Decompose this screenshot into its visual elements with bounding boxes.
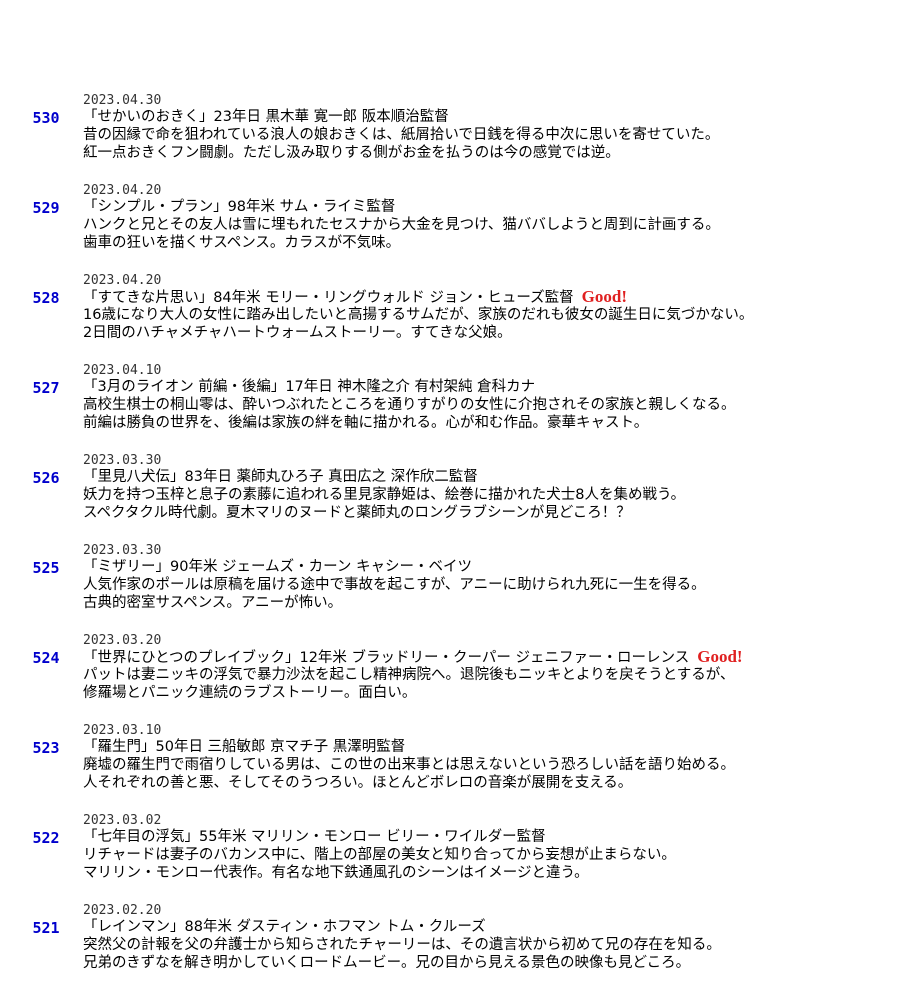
entry-title: 「ミザリー」90年米 ジェームズ・カーン キャシー・ベイツ <box>83 559 473 575</box>
entry-description: リチャードは妻子のバカンス中に、階上の部屋の美女と知り合ってから妄想が止まらない… <box>83 847 676 863</box>
entry-title: 「羅生門」50年日 三船敏郎 京マチ子 黒澤明監督 <box>83 739 406 755</box>
entry-description: 前編は勝負の世界を、後編は家族の絆を軸に描かれる。心が和む作品。豪華キャスト。 <box>83 415 649 431</box>
entry-description: ハンクと兄とその友人は雪に埋もれたセスナから大金を見つけ、猫ババしようと周到に計… <box>83 217 720 233</box>
entry-description: スペクタクル時代劇。夏木マリのヌードと薬師丸のロングラブシーンが見どころ！？ <box>83 505 631 521</box>
good-badge: Good! <box>697 647 743 666</box>
entry-date: 2023.04.20 <box>83 183 162 198</box>
entry-number: 529 <box>32 199 60 217</box>
entry-number: 526 <box>32 469 60 487</box>
entry-title-line: 「レインマン」88年米 ダスティン・ホフマン トム・クルーズ <box>83 918 486 936</box>
entry: 523 2023.03.10 「羅生門」50年日 三船敏郎 京マチ子 黒澤明監督廃墟… <box>0 722 900 812</box>
entry-title: 「せかいのおきく」23年日 黒木華 寛一郎 阪本順治監督 <box>83 109 449 125</box>
entry-title: 「七年目の浮気」55年米 マリリン・モンロー ビリー・ワイルダー監督 <box>83 829 546 845</box>
entry-date: 2023.03.30 <box>83 453 162 468</box>
entry-description: 高校生棋士の桐山零は、酔いつぶれたところを通りすがりの女性に介抱されその家族と親… <box>83 397 736 413</box>
entry-date: 2023.04.10 <box>83 363 162 378</box>
entry-description: 妖力を持つ玉梓と息子の素藤に追われる里見家静姫は、絵巻に描かれた犬士8人を集め戦… <box>83 487 686 503</box>
entry-number: 524 <box>32 649 60 667</box>
entry-number: 523 <box>32 739 60 757</box>
entry-description: 2日間のハチャメチャハートウォームストーリー。すてきな父娘。 <box>83 325 512 341</box>
entry-title-line: 「せかいのおきく」23年日 黒木華 寛一郎 阪本順治監督 <box>83 108 449 126</box>
entry-title-line: 「ミザリー」90年米 ジェームズ・カーン キャシー・ベイツ <box>83 558 472 576</box>
entry-description: 古典的密室サスペンス。アニーが怖い。 <box>83 595 343 611</box>
entry-date: 2023.03.10 <box>83 723 162 738</box>
entry-title-line: 「シンプル・プラン」98年米 サム・ライミ監督 <box>83 198 395 216</box>
entry-description: 廃墟の羅生門で雨宿りしている男は、この世の出来事とは思えないという恐ろしい話を語… <box>83 757 736 773</box>
entry-title: 「世界にひとつのプレイブック」12年米 ブラッドリー・クーパー ジェニファー・ロ… <box>83 650 690 666</box>
entry-date: 2023.04.20 <box>83 273 162 288</box>
entry-description: 昔の因縁で命を狙われている浪人の娘おきくは、紙屑拾いで日銭を得る中次に思いを寄せ… <box>83 127 720 143</box>
entry-date: 2023.02.20 <box>83 903 162 918</box>
entry-description: 16歳になり大人の女性に踏み出したいと高揚するサムだが、家族のだれも彼女の誕生日… <box>83 307 754 323</box>
entry-title: 「里見八犬伝」83年日 薬師丸ひろ子 真田広之 深作欣二監督 <box>83 469 478 485</box>
entry-description: 兄弟のきずなを解き明かしていくロードムービー。兄の目から見える景色の映像も見どこ… <box>83 955 691 971</box>
entry-description: パットは妻ニッキの浮気で暴力沙汰を起こし精神病院へ。退院後もニッキとよりを戻そう… <box>83 667 735 683</box>
entry-title-line: 「すてきな片思い」84年米 モリー・リングウォルド ジョン・ヒューズ監督 Good… <box>83 288 627 307</box>
entry-description: 修羅場とパニック連続のラブストーリー。面白い。 <box>83 685 417 701</box>
entry-date: 2023.03.30 <box>83 543 162 558</box>
entry-date: 2023.03.02 <box>83 813 162 828</box>
entry-title-line: 「里見八犬伝」83年日 薬師丸ひろ子 真田広之 深作欣二監督 <box>83 468 478 486</box>
entry-description: マリリン・モンロー代表作。有名な地下鉄通風孔のシーンはイメージと違う。 <box>83 865 589 881</box>
entry-description: 紅一点おきくフン闘劇。ただし汲み取りする側がお金を払うのは今の感覚では逆。 <box>83 145 620 161</box>
entry-title-line: 「3月のライオン 前編・後編」17年日 神木隆之介 有村架純 倉科カナ <box>83 378 535 396</box>
entry-title: 「レインマン」88年米 ダスティン・ホフマン トム・クルーズ <box>83 919 486 935</box>
entry: 521 2023.02.20 「レインマン」88年米 ダスティン・ホフマン トム・ク… <box>0 902 900 992</box>
entry-number: 530 <box>32 109 60 127</box>
entry: 528 2023.04.20 「すてきな片思い」84年米 モリー・リングウォルド ジ… <box>0 272 900 362</box>
entry: 529 2023.04.20 「シンプル・プラン」98年米 サム・ライミ監督ハンクと… <box>0 182 900 272</box>
entry-title-line: 「七年目の浮気」55年米 マリリン・モンロー ビリー・ワイルダー監督 <box>83 828 546 846</box>
entry-description: 突然父の計報を父の弁護士から知らされたチャーリーは、その遺言状から初めて兄の存在… <box>83 937 721 953</box>
good-badge: Good! <box>581 287 627 306</box>
entry: 525 2023.03.30 「ミザリー」90年米 ジェームズ・カーン キャシー・ベ… <box>0 542 900 632</box>
entry-description: 人気作家のポールは原稿を届ける途中で事故を起こすが、アニーに助けられ九死に一生を… <box>83 577 706 593</box>
entry-date: 2023.04.30 <box>83 93 162 108</box>
entry: 522 2023.03.02 「七年目の浮気」55年米 マリリン・モンロー ビリー・… <box>0 812 900 902</box>
entry-description: 歯車の狂いを描くサスペンス。カラスが不気味。 <box>83 235 401 251</box>
entry-title: 「シンプル・プラン」98年米 サム・ライミ監督 <box>83 199 396 215</box>
entry: 526 2023.03.30 「里見八犬伝」83年日 薬師丸ひろ子 真田広之 深作欣… <box>0 452 900 542</box>
entry-number: 527 <box>32 379 60 397</box>
entry-number: 522 <box>32 829 60 847</box>
entry-number: 525 <box>32 559 60 577</box>
entry: 524 2023.03.20 「世界にひとつのプレイブック」12年米 ブラッドリー・… <box>0 632 900 722</box>
entry-number: 528 <box>32 289 60 307</box>
entry-date: 2023.03.20 <box>83 633 162 648</box>
entry: 527 2023.04.10 「3月のライオン 前編・後編」17年日 神木隆之介 有… <box>0 362 900 452</box>
entry-number: 521 <box>32 919 60 937</box>
entry-description: 人それぞれの善と悪、そしてそのうつろい。ほとんどボレロの音楽が展開を支える。 <box>83 775 633 791</box>
entry-title-line: 「羅生門」50年日 三船敏郎 京マチ子 黒澤明監督 <box>83 738 405 756</box>
entry-title: 「すてきな片思い」84年米 モリー・リングウォルド ジョン・ヒューズ監督 <box>83 290 574 306</box>
entry-title: 「3月のライオン 前編・後編」17年日 神木隆之介 有村架純 倉科カナ <box>83 379 536 395</box>
entry: 530 2023.04.30 「せかいのおきく」23年日 黒木華 寛一郎 阪本順治監… <box>0 92 900 182</box>
entry-title-line: 「世界にひとつのプレイブック」12年米 ブラッドリー・クーパー ジェニファー・ロ… <box>83 648 743 667</box>
